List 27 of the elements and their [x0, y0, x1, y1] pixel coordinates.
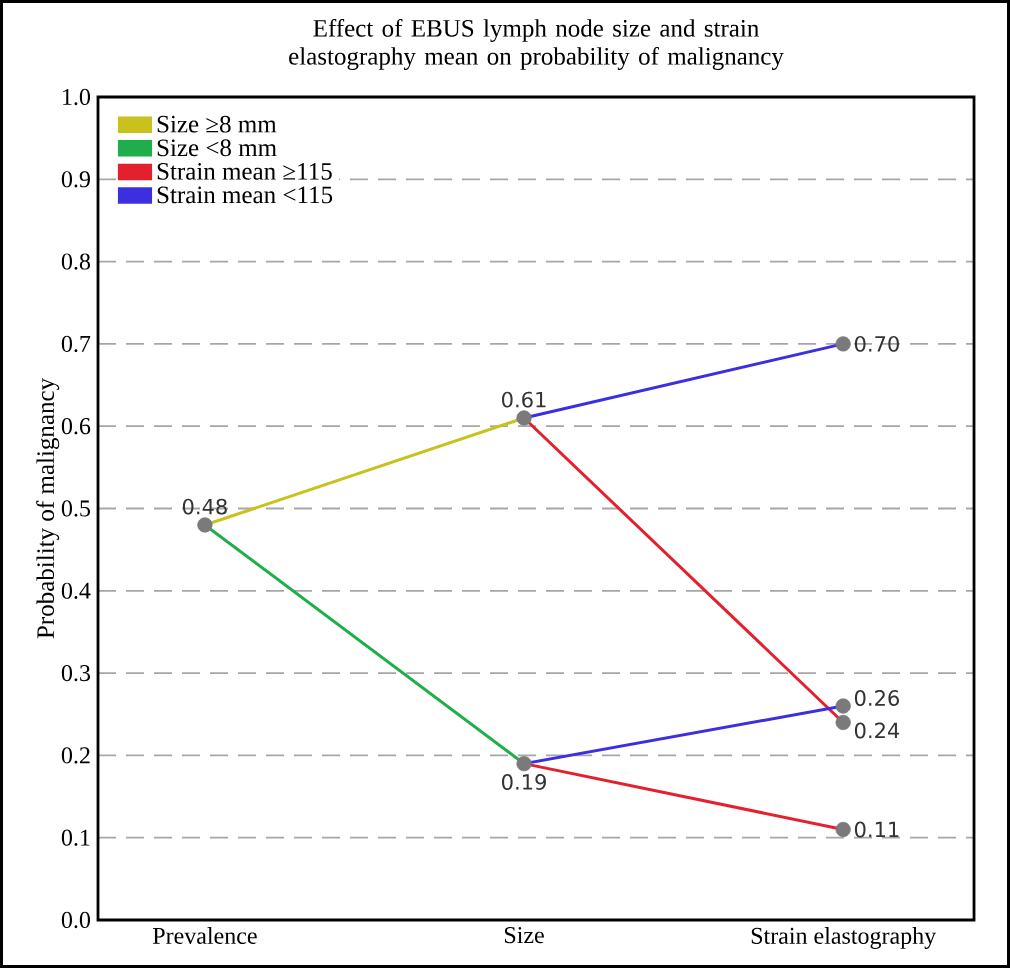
data-label: 0.61: [502, 391, 546, 408]
y-tick-label: 0.0: [61, 911, 91, 929]
legend-label: Size ≥8 mm: [157, 115, 277, 133]
x-tick-label: Size: [504, 927, 544, 944]
y-tick-label: 0.4: [61, 582, 91, 599]
x-tick-label: Prevalence: [152, 927, 257, 944]
y-axis-title: Probability of malignancy: [36, 378, 60, 639]
y-tick-label: 0.9: [61, 171, 90, 188]
chart-title: Effect of EBUS lymph node size and strain elastography mean on probability of malignancy: [289, 18, 784, 70]
y-tick-label: 0.5: [61, 500, 91, 517]
legend-label: Size <8 mm: [157, 139, 277, 157]
y-tick-label: 0.3: [61, 664, 91, 682]
data-label: 0.24: [854, 722, 900, 739]
data-label: 0.70: [854, 335, 899, 352]
data-label: 0.19: [502, 774, 546, 790]
y-tick-label: 0.1: [61, 829, 90, 846]
legend-label: Strain mean ≥115: [157, 162, 332, 180]
y-tick-label: 0.8: [61, 253, 91, 270]
legend-label: Strain mean <115: [157, 186, 333, 204]
data-label: 0.48: [182, 498, 227, 515]
data-label: 0.26: [854, 690, 899, 706]
y-tick-label: 1.0: [63, 88, 91, 106]
y-tick-label: 0.2: [61, 747, 90, 764]
data-label: 0.11: [854, 821, 899, 838]
y-tick-label: 0.6: [61, 418, 91, 435]
x-tick-label: Strain elastography: [751, 927, 937, 949]
y-tick-label: 0.7: [61, 335, 91, 353]
